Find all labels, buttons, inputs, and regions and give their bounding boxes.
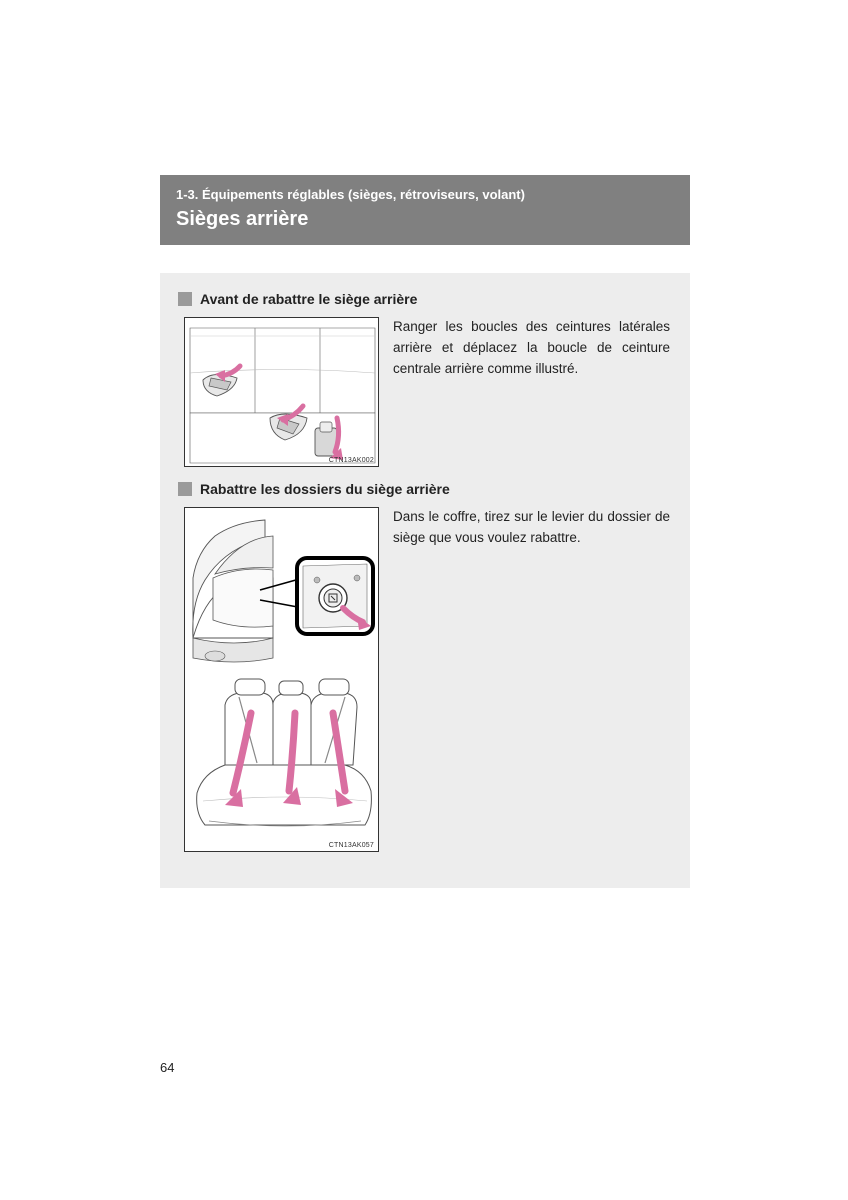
manual-page: 1-3. Équipements réglables (sièges, rétr… [160, 175, 690, 888]
square-bullet-icon [178, 482, 192, 496]
subsection-body: CTN13AK002 Ranger les boucles des ceintu… [178, 317, 672, 467]
square-bullet-icon [178, 292, 192, 306]
subsection-body: CTN13AK057 Dans le coffre, tirez sur le … [178, 507, 672, 852]
illustration-reference: CTN13AK002 [329, 457, 374, 464]
illustration-seatbelt-buckles: CTN13AK002 [184, 317, 379, 467]
page-number: 64 [160, 1060, 174, 1075]
section-header: 1-3. Équipements réglables (sièges, rétr… [160, 175, 690, 245]
subsection-fold-seatbacks: Rabattre les dossiers du siège arrière [178, 481, 672, 852]
subsection-text: Ranger les boucles des ceintures latéral… [393, 317, 672, 380]
content-panel: Avant de rabattre le siège arrière [160, 273, 690, 888]
illustration-reference: CTN13AK057 [329, 842, 374, 849]
subsection-text: Dans le coffre, tirez sur le levier du d… [393, 507, 672, 549]
subsection-heading: Avant de rabattre le siège arrière [178, 291, 672, 307]
subsection-title: Rabattre les dossiers du siège arrière [200, 481, 450, 497]
subsection-title: Avant de rabattre le siège arrière [200, 291, 417, 307]
subsection-heading: Rabattre les dossiers du siège arrière [178, 481, 672, 497]
section-main-title: Sièges arrière [176, 208, 674, 231]
section-number-title: 1-3. Équipements réglables (sièges, rétr… [176, 187, 674, 202]
illustration-trunk-lever-and-seats: CTN13AK057 [184, 507, 379, 852]
subsection-before-folding: Avant de rabattre le siège arrière [178, 291, 672, 467]
